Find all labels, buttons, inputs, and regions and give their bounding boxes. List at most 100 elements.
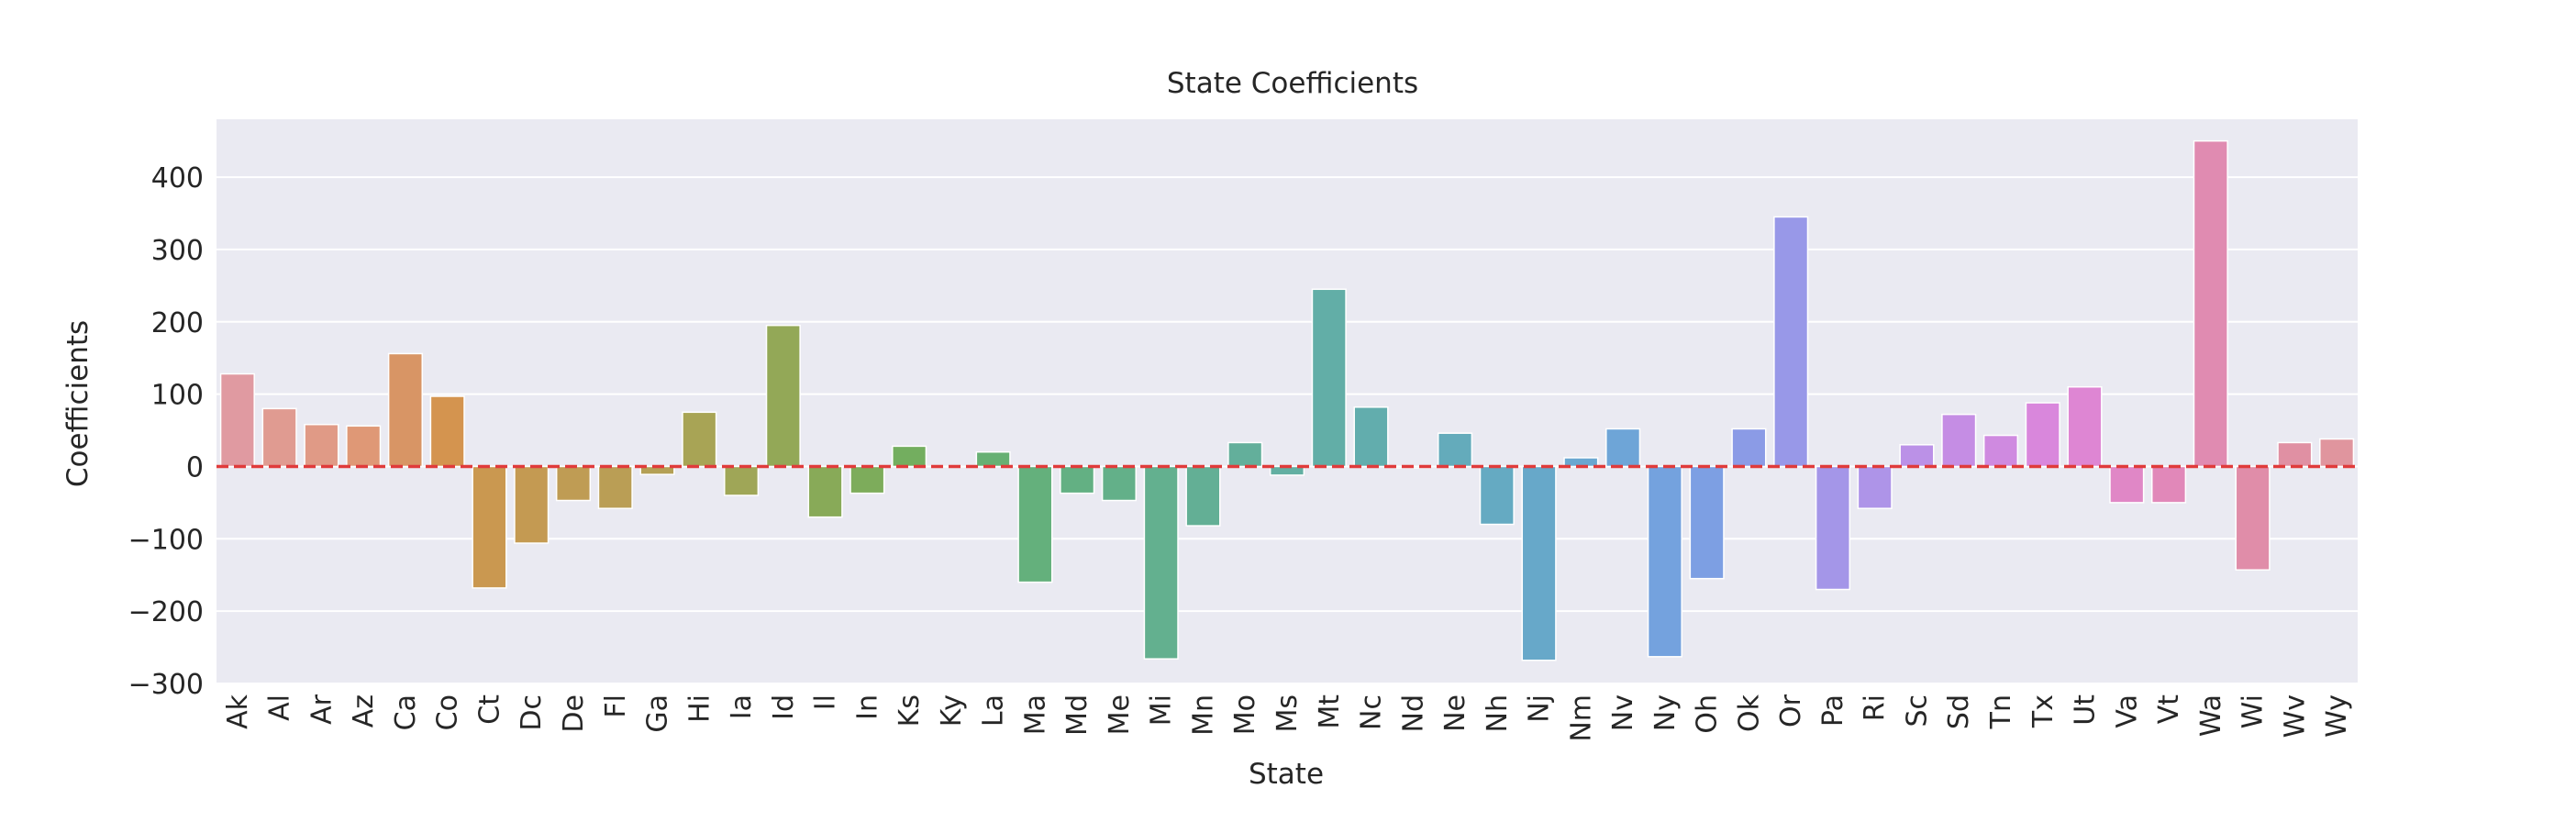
bar-va bbox=[2109, 465, 2145, 504]
x-tick-labels: Ak Al Ar Az Ca Co Ct Dc De Fl Ga Hi Ia Id Il In Ks Ky La Ma… bbox=[222, 694, 2353, 741]
bar-sc bbox=[1899, 444, 1935, 468]
x-tick-label: Mn bbox=[1187, 694, 1219, 736]
y-tick-label: −200 bbox=[128, 596, 204, 628]
x-tick-label: Md bbox=[1061, 694, 1094, 736]
bar-mt bbox=[1311, 288, 1347, 468]
x-tick-label: Tx bbox=[2027, 694, 2060, 728]
bar-tx bbox=[2025, 402, 2060, 468]
x-tick-label: Ny bbox=[1649, 694, 1682, 731]
x-tick-label: Mo bbox=[1229, 694, 1261, 735]
x-tick-label: Nh bbox=[1482, 694, 1514, 732]
bar-ny bbox=[1647, 465, 1682, 658]
x-tick-label: Ia bbox=[726, 694, 758, 719]
x-tick-label: Oh bbox=[1692, 694, 1724, 734]
x-tick-label: Ks bbox=[894, 694, 926, 727]
bar-ar bbox=[304, 423, 339, 468]
x-tick-label: Ca bbox=[390, 694, 422, 730]
bar-ok bbox=[1731, 428, 1767, 468]
x-tick-label: Vt bbox=[2153, 694, 2185, 725]
y-tick-label: 400 bbox=[151, 162, 204, 194]
bar-vt bbox=[2151, 465, 2187, 504]
x-axis-label: State bbox=[1249, 758, 1324, 791]
bar-oh bbox=[1689, 465, 1725, 580]
bar-la bbox=[975, 450, 1011, 468]
bar-il bbox=[807, 465, 843, 518]
x-tick-label: Fl bbox=[600, 694, 632, 718]
bar-ks bbox=[892, 445, 927, 468]
x-tick-label: Wv bbox=[2279, 694, 2311, 738]
bar-me bbox=[1101, 465, 1137, 502]
x-tick-label: Sd bbox=[1943, 694, 1975, 729]
y-tick-label: −300 bbox=[128, 669, 204, 701]
x-tick-label: Ct bbox=[473, 694, 505, 725]
bar-wa bbox=[2193, 139, 2228, 468]
x-tick-label: Nj bbox=[1524, 694, 1556, 723]
bar-ia bbox=[724, 465, 760, 496]
bar-pa bbox=[1815, 465, 1850, 591]
bar-fl bbox=[597, 465, 633, 509]
x-tick-label: Ok bbox=[1733, 694, 1765, 732]
x-tick-label: Or bbox=[1775, 694, 1807, 727]
bar-nh bbox=[1479, 465, 1515, 526]
x-tick-label: Ak bbox=[222, 694, 254, 729]
x-tick-label: Pa bbox=[1817, 694, 1849, 727]
x-tick-label: Az bbox=[348, 694, 380, 727]
bar-ma bbox=[1017, 465, 1053, 583]
x-tick-label: Id bbox=[768, 694, 800, 720]
x-tick-label: Ga bbox=[642, 694, 674, 733]
y-tick-label: 0 bbox=[186, 451, 204, 483]
bar-ak bbox=[219, 372, 255, 468]
x-tick-label: Sc bbox=[1901, 694, 1933, 727]
x-tick-label: Tn bbox=[1985, 694, 2017, 729]
x-tick-label: Ut bbox=[2070, 694, 2102, 726]
bar-al bbox=[261, 407, 297, 468]
x-tick-label: In bbox=[851, 694, 883, 720]
x-tick-label: Hi bbox=[683, 694, 716, 723]
bar-tn bbox=[1982, 434, 2019, 468]
bar-ri bbox=[1857, 465, 1893, 509]
y-tick-label: 300 bbox=[151, 235, 204, 267]
y-tick-label: −100 bbox=[128, 524, 204, 556]
x-tick-label: Nm bbox=[1565, 694, 1597, 742]
x-tick-label: Il bbox=[810, 694, 842, 710]
bar-mi bbox=[1143, 465, 1179, 660]
x-tick-label: Me bbox=[1104, 694, 1136, 735]
y-axis-label: Coefficients bbox=[61, 320, 94, 487]
x-tick-label: Ky bbox=[936, 694, 968, 727]
x-tick-label: Wa bbox=[2195, 694, 2227, 737]
bar-ct bbox=[472, 465, 507, 589]
x-tick-label: Nd bbox=[1397, 694, 1429, 732]
bar-ut bbox=[2067, 385, 2103, 468]
x-tick-label: Nv bbox=[1607, 694, 1639, 731]
y-tick-label: 100 bbox=[151, 380, 204, 412]
bar-sd bbox=[1941, 413, 1977, 468]
x-tick-label: Mt bbox=[1314, 694, 1346, 729]
bar-hi bbox=[682, 411, 717, 468]
x-tick-label: Va bbox=[2111, 694, 2143, 728]
x-tick-label: Co bbox=[432, 694, 464, 730]
x-tick-label: Ma bbox=[1019, 694, 1051, 735]
plot-background bbox=[217, 119, 2358, 683]
x-tick-label: Ne bbox=[1439, 694, 1471, 732]
bar-az bbox=[346, 425, 382, 468]
bar-id bbox=[765, 324, 801, 468]
bar-de bbox=[555, 465, 592, 502]
bar-dc bbox=[514, 465, 550, 544]
x-tick-label: Nc bbox=[1356, 694, 1388, 730]
bars bbox=[219, 139, 2355, 661]
bar-co bbox=[429, 395, 465, 468]
bar-wi bbox=[2235, 465, 2271, 571]
bar-nj bbox=[1521, 465, 1557, 661]
x-tick-label: Ar bbox=[305, 694, 338, 725]
bar-md bbox=[1060, 465, 1095, 494]
x-tick-label: La bbox=[978, 694, 1010, 727]
x-tick-label: Ri bbox=[1860, 694, 1892, 721]
y-tick-label: 200 bbox=[151, 307, 204, 339]
bar-in bbox=[849, 465, 885, 494]
bar-mn bbox=[1185, 465, 1221, 527]
x-tick-label: Ms bbox=[1271, 694, 1304, 733]
bar-nv bbox=[1605, 428, 1641, 468]
x-tick-label: Mi bbox=[1146, 694, 1178, 726]
